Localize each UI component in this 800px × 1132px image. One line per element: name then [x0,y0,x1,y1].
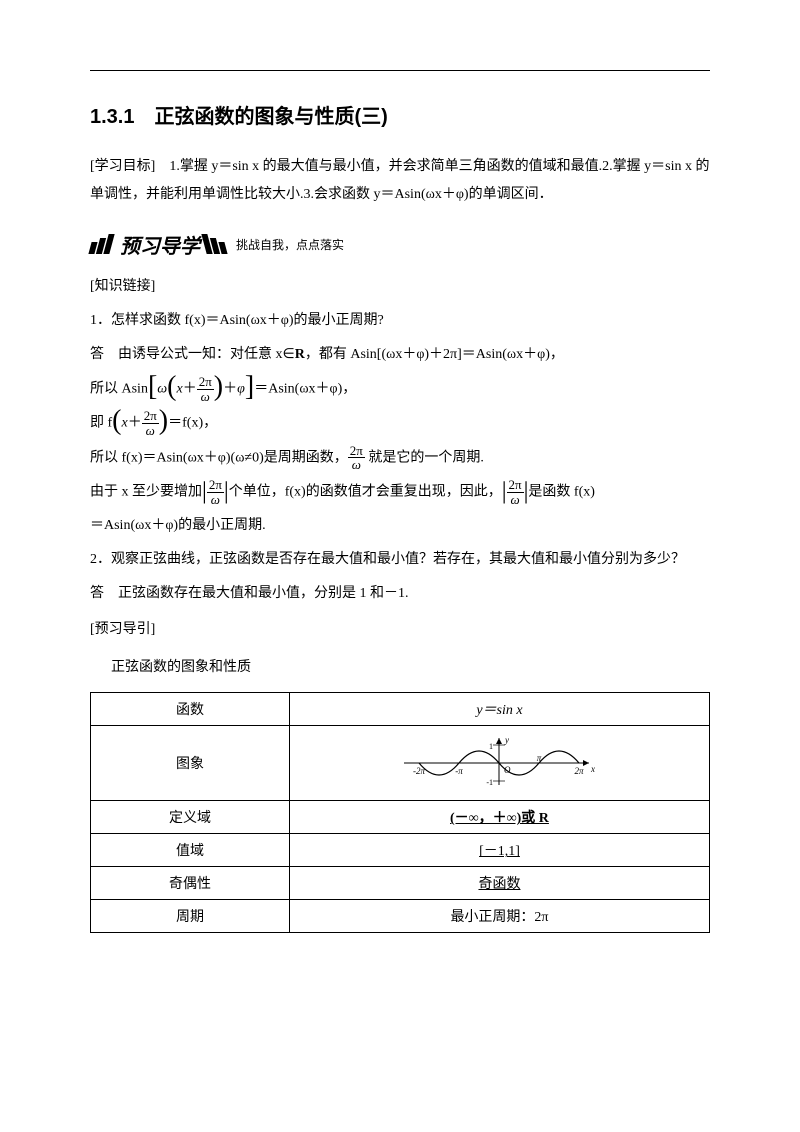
table-row: 值域 [－1,1] [91,834,710,867]
banner-subtitle: 挑战自我，点点落实 [236,236,344,253]
svg-text:2π: 2π [575,766,585,776]
svg-text:O: O [504,765,511,775]
rparen-icon: ) [214,376,223,398]
properties-table: 函数 y＝sin x 图象 -2π -π π 2π O [90,692,710,933]
answer-label: 答 [90,586,104,601]
a1-R: R [295,347,305,362]
learning-goals: [学习目标] 1.掌握 y＝sin x 的最大值与最小值，并会求简单三角函数的值… [90,153,710,209]
sine-curve-icon: -2π -π π 2π O x y 1 -1 [399,733,599,788]
svg-text:π: π [537,753,542,763]
a1-l3-pre: 即 f [90,416,112,431]
a1-l5-pre: 由于 x 至少要增加 [90,484,202,499]
goals-label: [学习目标] [90,159,155,174]
a1-l5-post: 是函数 f(x) [528,484,595,499]
question-2: 2．观察正弦曲线，正弦函数是否存在最大值和最小值？若存在，其最大值和最小值分别为… [90,546,710,574]
period-value: 最小正周期：2π [289,900,709,933]
a1-l4-pre: 所以 f(x)＝Asin(ωx＋φ)(ω≠0)是周期函数， [90,450,348,465]
table-caption: 正弦函数的图象和性质 [111,654,710,682]
answer-label: 答 [90,347,104,362]
parity-value: 奇函数 [289,867,709,900]
q1-text: 1．怎样求函数 f(x)＝Asin(ωx＋φ)的最小正周期? [90,313,384,328]
a1-l5-mid: 个单位，f(x)的函数值才会重复出现，因此， [229,484,502,499]
plus: ＋ [128,416,142,431]
section-title: 1.3.1 正弦函数的图象与性质(三) [90,100,710,129]
table-row: 图象 -2π -π π 2π O x y 1 [91,726,710,801]
fraction: 2πω [507,478,524,506]
banner-bars-icon [90,234,112,254]
row-label-domain: 定义域 [91,801,290,834]
svg-text:1: 1 [489,742,493,751]
a1-l4-post: 就是它的一个周期. [365,450,484,465]
row-label-parity: 奇偶性 [91,867,290,900]
goals-text: 1.掌握 y＝sin x 的最大值与最小值，并会求简单三角函数的值域和最值.2.… [90,159,710,202]
answer-1-line6: ＝Asin(ωx＋φ)的最小正周期. [90,512,710,540]
plus: ＋ [183,381,197,396]
col-header-func: 函数 [91,693,290,726]
col-header-sin: y＝sin x [289,693,709,726]
plus: ＋ [223,381,237,396]
svg-text:x: x [590,764,595,774]
phi: φ [237,381,245,396]
fraction: 2πω [207,478,224,506]
fraction: 2πω [142,409,159,437]
lparen-icon: ( [112,410,121,432]
knowledge-link-head: [知识链接] [90,273,710,301]
a1-l2-pre: 所以 Asin [90,381,148,396]
a1-p2: ，都有 Asin[(ωx＋φ)＋2π]＝Asin(ωx＋φ)， [305,347,564,362]
lparen-icon: ( [167,376,176,398]
answer-2: 答 正弦函数存在最大值和最小值，分别是 1 和－1. [90,580,710,608]
svg-text:-π: -π [456,766,464,776]
svg-text:-2π: -2π [413,766,425,776]
banner-bars-icon [204,234,226,254]
a1-l3-post: ＝f(x)， [168,416,217,431]
table-row: 周期 最小正周期：2π [91,900,710,933]
table-row: 定义域 (－∞，＋∞)或 R [91,801,710,834]
a1-p1: 由诱导公式一知：对任意 x∈ [104,347,295,362]
banner-title: 预习导学 [116,230,204,259]
range-value: [－1,1] [289,834,709,867]
row-label-period: 周期 [91,900,290,933]
answer-1-line5: 由于 x 至少要增加|2πω|个单位，f(x)的函数值才会重复出现，因此，|2π… [90,478,710,506]
table-row: 奇偶性 奇函数 [91,867,710,900]
row-label-range: 值域 [91,834,290,867]
preview-banner: 预习导学 挑战自我，点点落实 [90,229,710,259]
table-row: 函数 y＝sin x [91,693,710,726]
answer-1-line2: 所以 Asin[ω(x＋2πω)＋φ]＝Asin(ωx＋φ)， [90,375,710,403]
rbracket-icon: ] [245,376,254,398]
a2-text: 正弦函数存在最大值和最小值，分别是 1 和－1. [104,586,409,601]
domain-value: (－∞，＋∞)或 R [289,801,709,834]
fraction: 2πω [348,444,365,472]
lbracket-icon: [ [148,376,157,398]
answer-1-line1: 答 由诱导公式一知：对任意 x∈R，都有 Asin[(ωx＋φ)＋2π]＝Asi… [90,341,710,369]
omega: ω [157,381,167,396]
sine-graph-cell: -2π -π π 2π O x y 1 -1 [289,726,709,801]
svg-text:-1: -1 [487,778,494,787]
svg-text:y: y [504,735,509,745]
answer-1-line4: 所以 f(x)＝Asin(ωx＋φ)(ω≠0)是周期函数，2πω 就是它的一个周… [90,444,710,472]
question-1: 1．怎样求函数 f(x)＝Asin(ωx＋φ)的最小正周期? [90,307,710,335]
row-label-graph: 图象 [91,726,290,801]
fraction: 2πω [197,375,214,403]
a1-l2-post: ＝Asin(ωx＋φ)， [254,381,356,396]
preview-head: [预习导引] [90,616,710,644]
answer-1-line3: 即 f(x＋2πω)＝f(x)， [90,409,710,437]
rparen-icon: ) [159,410,168,432]
